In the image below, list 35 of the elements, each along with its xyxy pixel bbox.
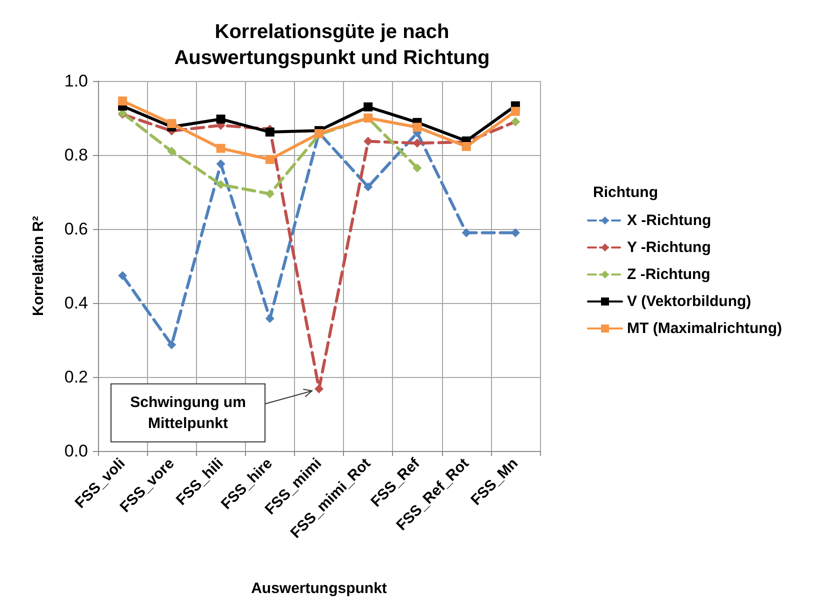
legend-label: Y -Richtung <box>627 239 711 256</box>
point <box>216 159 226 168</box>
y-tick-label: 0.4 <box>64 294 88 312</box>
point <box>216 180 226 190</box>
point <box>462 142 471 151</box>
x-axis-title: Auswertungspunkt <box>251 580 387 597</box>
y-tick-label: 0.6 <box>64 220 88 238</box>
point <box>118 96 128 106</box>
point <box>167 119 176 128</box>
point <box>265 189 274 198</box>
point <box>265 154 274 164</box>
point <box>364 102 373 112</box>
point <box>167 146 176 156</box>
point <box>167 340 176 350</box>
point <box>216 114 226 124</box>
legend-label: MT (Maximalrichtung) <box>627 320 782 337</box>
legend-label: V (Vektorbildung) <box>627 293 752 310</box>
y-tick-label: 0.2 <box>64 368 88 386</box>
point <box>216 144 226 153</box>
legend-label: X -Richtung <box>627 212 712 229</box>
legend-label: Z -Richtung <box>627 266 710 283</box>
point <box>314 384 324 394</box>
legend-title: Richtung <box>593 184 658 201</box>
y-tick-label: 0.8 <box>64 146 88 164</box>
point <box>364 182 373 192</box>
y-tick-label: 1.0 <box>64 72 88 90</box>
y-axis-title: Korrelation R² <box>30 216 47 316</box>
point <box>412 163 422 172</box>
annotation: Schwingung um Mittelpunkt <box>130 394 246 432</box>
y-tick-label: 0.0 <box>64 442 88 460</box>
chart-title: Korrelationsgüte je nach Auswertungspunkt und Richtung <box>174 21 490 69</box>
point <box>412 122 422 132</box>
point <box>118 271 128 280</box>
point <box>510 106 520 116</box>
point <box>265 128 274 137</box>
